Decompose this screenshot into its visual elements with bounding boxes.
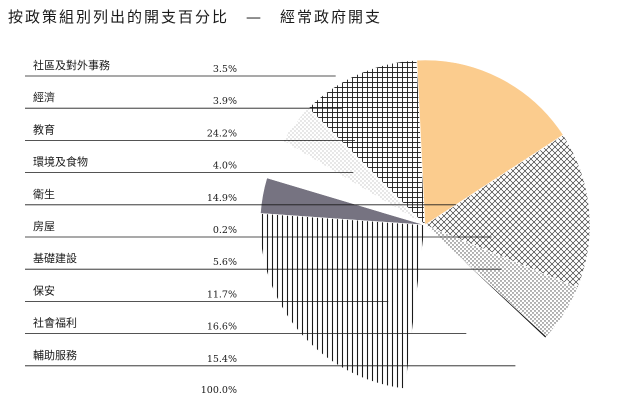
- pie-slice-5: [424, 134, 591, 289]
- legend-label-1: 經濟: [33, 90, 55, 104]
- legend-label-5: 房屋: [33, 220, 55, 233]
- data-label-3: 4.0%: [213, 161, 237, 172]
- legend-label-0: 社區及對外事務: [33, 58, 110, 72]
- data-label-1: 3.9%: [213, 96, 237, 107]
- legend-label-9: 輔助服務: [33, 348, 77, 362]
- data-label-6: 5.6%: [213, 257, 237, 268]
- legend-label-7: 保安: [33, 283, 55, 297]
- pie-slice-3: [307, 59, 426, 226]
- chart-title: 按政策組別列出的開支百分比 — 經常政府開支: [8, 8, 383, 26]
- data-label-9: 15.4%: [207, 354, 237, 365]
- legend-label-2: 教育: [33, 122, 55, 136]
- legend-label-4: 衛生: [33, 187, 55, 201]
- pie-slice-4: [416, 59, 564, 226]
- legend-label-8: 社會福利: [33, 316, 77, 330]
- data-label-5: 0.2%: [213, 225, 237, 236]
- data-label-0: 3.5%: [213, 64, 237, 75]
- legend-label-3: 環境及食物: [33, 155, 88, 169]
- legend-label-6: 基礎建設: [33, 251, 77, 265]
- total-label: 100.0%: [201, 385, 237, 396]
- pie-slice-8: [404, 224, 546, 391]
- data-label-7: 11.7%: [207, 289, 237, 300]
- data-label-8: 16.6%: [207, 322, 237, 333]
- data-label-2: 24.2%: [207, 128, 237, 139]
- data-label-4: 14.9%: [207, 193, 237, 204]
